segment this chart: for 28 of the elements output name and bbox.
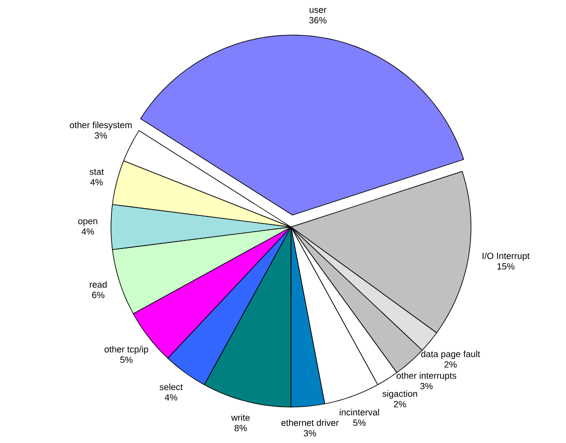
slice-label: other tcp/ip [104, 346, 148, 354]
data-label: 8% [234, 424, 247, 432]
data-label: 4% [164, 394, 178, 401]
data-label: 4% [82, 228, 94, 235]
data-label: 3% [420, 382, 433, 390]
data-label: 2% [394, 401, 406, 408]
data-label: 4% [90, 179, 103, 186]
slice-label: data page fault [421, 350, 480, 359]
data-label: 15% [497, 263, 514, 270]
data-label: 5% [120, 356, 133, 363]
slice-label: ethernet driver [281, 419, 339, 426]
data-label: 2% [444, 361, 457, 368]
data-label: 3% [94, 132, 108, 139]
data-label: 3% [304, 430, 316, 436]
slice-label: other filesystem [70, 122, 132, 130]
slice-label: sigaction [382, 390, 418, 399]
slice-label: write [231, 414, 250, 421]
slice-label: incinterval [340, 408, 379, 416]
data-label: 5% [353, 420, 366, 426]
slice-label: read [90, 281, 107, 288]
slice-label: open [78, 219, 98, 226]
slice-label: select [160, 384, 183, 390]
slice-label: stat [90, 168, 104, 175]
data-label: 36% [309, 17, 326, 24]
data-label: 6% [92, 292, 104, 298]
slice-label: I/O Interrupt [482, 252, 530, 261]
slice-label: other interrupts [396, 372, 456, 381]
slice-label: user [310, 8, 326, 13]
